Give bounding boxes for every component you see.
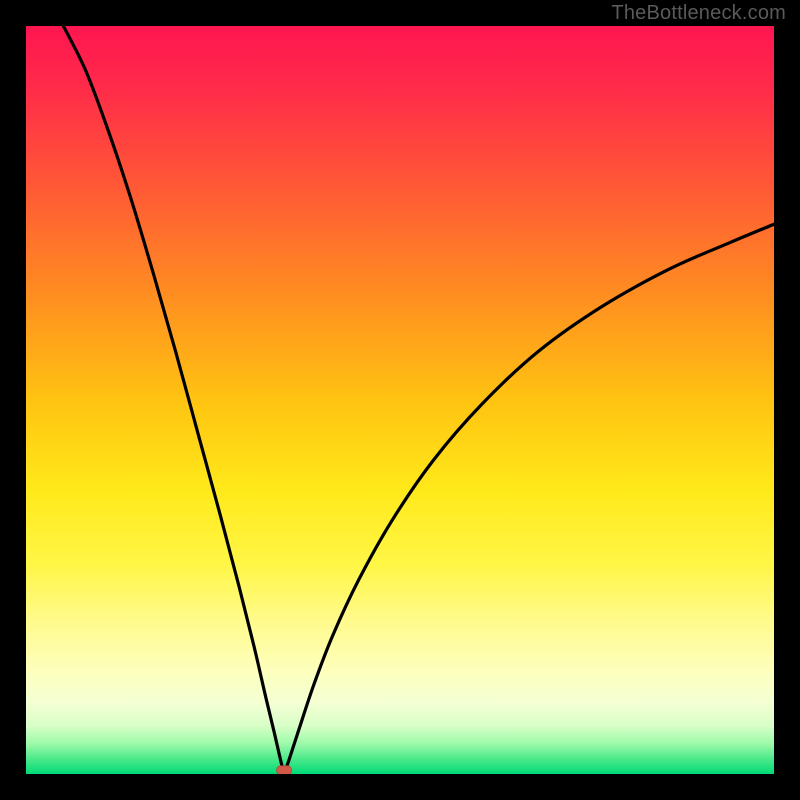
chart-plot-area xyxy=(26,26,774,774)
chart-minimum-marker xyxy=(26,26,774,774)
watermark-text: TheBottleneck.com xyxy=(611,2,786,25)
